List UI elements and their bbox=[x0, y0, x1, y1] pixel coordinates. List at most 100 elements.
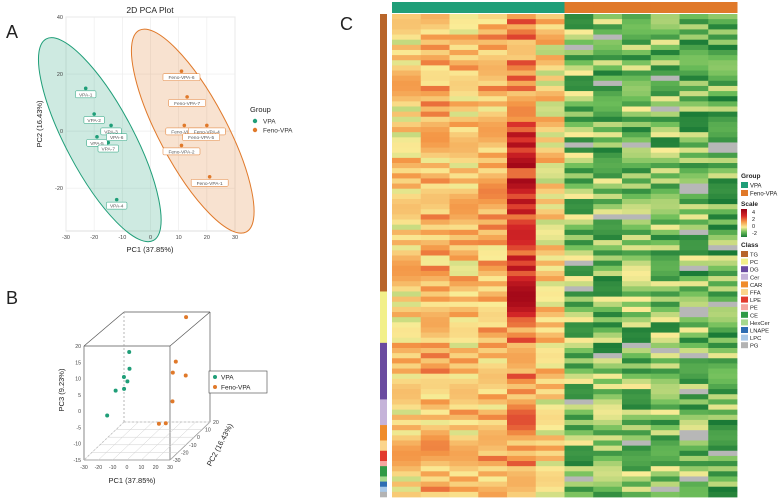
heatmap-cell[interactable] bbox=[564, 466, 594, 472]
heatmap-cell[interactable] bbox=[708, 404, 738, 411]
heatmap-cell[interactable] bbox=[679, 337, 709, 344]
heatmap-cell[interactable] bbox=[535, 466, 565, 472]
heatmap-cell[interactable] bbox=[708, 96, 738, 102]
heatmap-cell[interactable] bbox=[708, 157, 738, 164]
heatmap-cell[interactable] bbox=[449, 394, 479, 400]
heatmap-cell[interactable] bbox=[650, 347, 680, 354]
heatmap-cell[interactable] bbox=[449, 363, 479, 369]
heatmap-cell[interactable] bbox=[679, 363, 709, 369]
heatmap-cell[interactable] bbox=[679, 250, 709, 256]
heatmap-cell[interactable] bbox=[679, 85, 709, 92]
heatmap-cell[interactable] bbox=[392, 178, 422, 184]
heatmap-cell[interactable] bbox=[449, 471, 479, 477]
heatmap-cell[interactable] bbox=[708, 286, 738, 292]
heatmap-cell[interactable] bbox=[708, 127, 738, 133]
heatmap-cell[interactable] bbox=[679, 353, 709, 359]
heatmap-cell[interactable] bbox=[392, 425, 422, 431]
heatmap-cell[interactable] bbox=[507, 101, 537, 107]
heatmap-cell[interactable] bbox=[478, 173, 508, 179]
heatmap-cell[interactable] bbox=[564, 250, 594, 256]
heatmap-cell[interactable] bbox=[622, 394, 652, 400]
heatmap-cell[interactable] bbox=[650, 455, 680, 462]
heatmap-cell[interactable] bbox=[650, 39, 680, 46]
heatmap-cell[interactable] bbox=[507, 14, 537, 20]
heatmap-cell[interactable] bbox=[535, 378, 565, 385]
heatmap-cell[interactable] bbox=[593, 142, 623, 148]
heatmap-cell[interactable] bbox=[650, 471, 680, 477]
heatmap-cell[interactable] bbox=[708, 394, 738, 400]
heatmap-cell[interactable] bbox=[593, 281, 623, 287]
heatmap-cell[interactable] bbox=[392, 70, 422, 77]
heatmap-cell[interactable] bbox=[564, 198, 594, 205]
heatmap-cell[interactable] bbox=[679, 127, 709, 133]
heatmap-cell[interactable] bbox=[593, 80, 623, 87]
heatmap-cell[interactable] bbox=[650, 142, 680, 148]
heatmap-cell[interactable] bbox=[420, 137, 450, 143]
heatmap-cell[interactable] bbox=[507, 404, 537, 411]
heatmap-cell[interactable] bbox=[392, 188, 422, 195]
heatmap-cell[interactable] bbox=[478, 260, 508, 267]
heatmap-cell[interactable] bbox=[507, 178, 537, 184]
heatmap-cell[interactable] bbox=[593, 358, 623, 364]
heatmap-cell[interactable] bbox=[420, 317, 450, 323]
heatmap-cell[interactable] bbox=[535, 347, 565, 354]
heatmap-cell[interactable] bbox=[478, 152, 508, 159]
heatmap-cell[interactable] bbox=[650, 49, 680, 56]
heatmap-cell[interactable] bbox=[708, 234, 738, 241]
heatmap-cell[interactable] bbox=[420, 301, 450, 308]
heatmap-cell[interactable] bbox=[622, 116, 652, 123]
heatmap-cell[interactable] bbox=[449, 291, 479, 298]
heatmap-cell[interactable] bbox=[392, 168, 422, 174]
heatmap-cell[interactable] bbox=[593, 455, 623, 462]
heatmap-cell[interactable] bbox=[564, 163, 594, 169]
heatmap-cell[interactable] bbox=[564, 204, 594, 210]
heatmap-cell[interactable] bbox=[535, 168, 565, 174]
heatmap-cell[interactable] bbox=[535, 80, 565, 87]
heatmap-cell[interactable] bbox=[593, 44, 623, 51]
heatmap-cell[interactable] bbox=[679, 383, 709, 390]
heatmap-cell[interactable] bbox=[622, 55, 652, 61]
heatmap-cell[interactable] bbox=[392, 198, 422, 205]
heatmap-cell[interactable] bbox=[420, 260, 450, 267]
heatmap-cell[interactable] bbox=[507, 276, 537, 282]
heatmap-cell[interactable] bbox=[622, 378, 652, 385]
heatmap-cell[interactable] bbox=[679, 399, 709, 405]
heatmap-cell[interactable] bbox=[593, 347, 623, 354]
heatmap-cell[interactable] bbox=[507, 265, 537, 272]
heatmap-cell[interactable] bbox=[593, 491, 623, 498]
heatmap-cell[interactable] bbox=[449, 347, 479, 354]
heatmap-cell[interactable] bbox=[449, 332, 479, 339]
heatmap-cell[interactable] bbox=[478, 178, 508, 184]
heatmap-cell[interactable] bbox=[708, 419, 738, 426]
heatmap-cell[interactable] bbox=[564, 363, 594, 369]
heatmap-cell[interactable] bbox=[650, 445, 680, 452]
heatmap-cell[interactable] bbox=[593, 301, 623, 308]
heatmap-cell[interactable] bbox=[679, 306, 709, 313]
heatmap-cell[interactable] bbox=[420, 363, 450, 369]
heatmap-cell[interactable] bbox=[507, 121, 537, 128]
heatmap-cell[interactable] bbox=[392, 34, 422, 41]
heatmap-cell[interactable] bbox=[449, 358, 479, 364]
heatmap-cell[interactable] bbox=[679, 281, 709, 287]
heatmap-cell[interactable] bbox=[478, 168, 508, 174]
heatmap-cell[interactable] bbox=[392, 157, 422, 164]
heatmap-cell[interactable] bbox=[535, 368, 565, 375]
heatmap-cell[interactable] bbox=[535, 75, 565, 82]
heatmap-cell[interactable] bbox=[449, 481, 479, 488]
heatmap-cell[interactable] bbox=[708, 337, 738, 344]
heatmap-cell[interactable] bbox=[507, 286, 537, 292]
heatmap-cell[interactable] bbox=[622, 389, 652, 395]
heatmap-cell[interactable] bbox=[679, 440, 709, 447]
heatmap-cell[interactable] bbox=[507, 60, 537, 66]
pca-2d-point[interactable] bbox=[95, 135, 99, 139]
heatmap-cell[interactable] bbox=[650, 147, 680, 154]
heatmap-cell[interactable] bbox=[679, 327, 709, 333]
heatmap-cell[interactable] bbox=[449, 255, 479, 262]
heatmap-cell[interactable] bbox=[478, 342, 508, 349]
heatmap-cell[interactable] bbox=[420, 34, 450, 41]
heatmap-cell[interactable] bbox=[564, 368, 594, 375]
heatmap-cell[interactable] bbox=[507, 49, 537, 56]
heatmap-cell[interactable] bbox=[478, 24, 508, 30]
heatmap-cell[interactable] bbox=[478, 240, 508, 246]
heatmap-cell[interactable] bbox=[564, 121, 594, 128]
